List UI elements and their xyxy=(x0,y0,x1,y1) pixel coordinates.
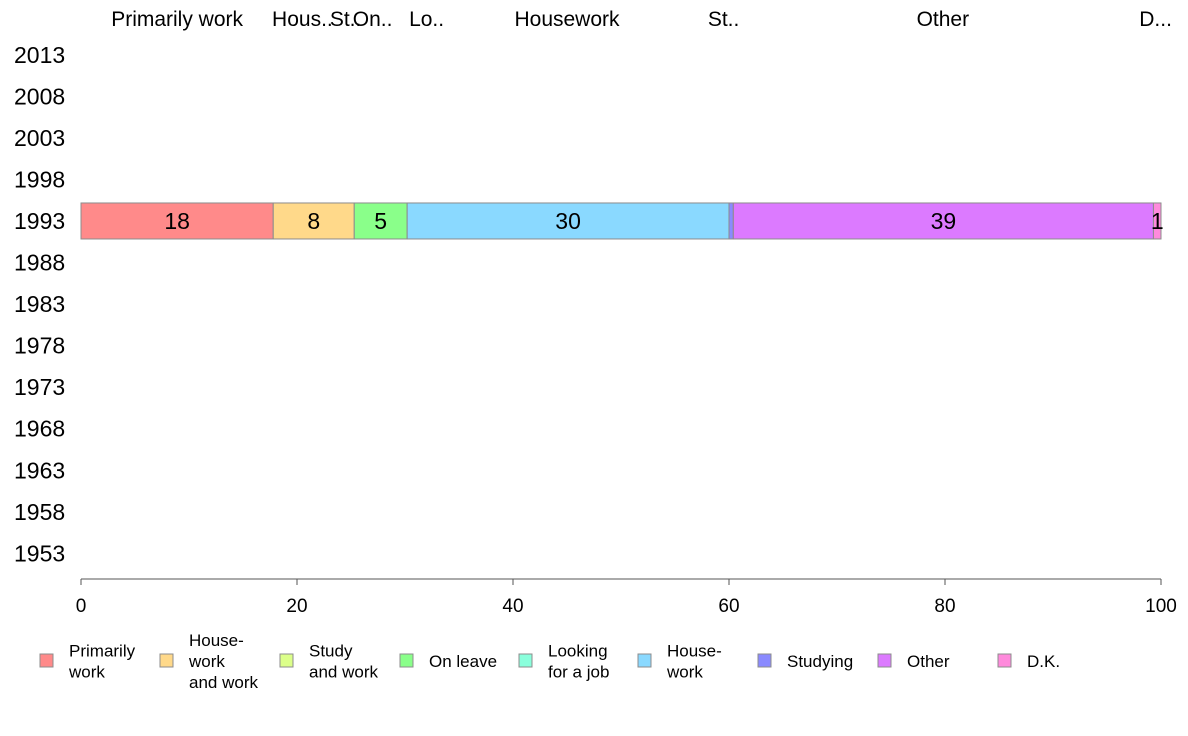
legend-label: and work xyxy=(189,673,258,692)
legend: Primarily work House-work and work Study and … xyxy=(39,631,1060,692)
legend-swatch xyxy=(279,653,294,668)
category-header-label: Other xyxy=(917,8,970,31)
bar-value-label: 8 xyxy=(307,208,320,234)
legend-label: work xyxy=(68,663,105,682)
year-label: 1953 xyxy=(14,540,65,566)
year-label: 1978 xyxy=(14,333,65,359)
legend-swatch xyxy=(637,653,652,668)
category-header-label: On.. xyxy=(353,8,393,31)
bar-segment-dk xyxy=(1152,202,1162,240)
year-label: 1963 xyxy=(14,457,65,483)
year-axis-labels: 2013 2008 2003 1998 1993 1988 1983 1978 1973 1968… xyxy=(14,42,65,567)
category-header-label: Hous.. xyxy=(272,8,333,31)
legend-swatch xyxy=(39,653,54,668)
year-label: 1998 xyxy=(14,166,65,192)
category-header-label: Housework xyxy=(514,8,620,31)
legend-label: House- xyxy=(667,642,722,661)
legend-label: On leave xyxy=(429,652,497,671)
bar-segment-studying xyxy=(728,202,734,240)
x-axis: 0 20 40 60 80 100 xyxy=(76,578,1177,617)
legend-label: Looking xyxy=(548,642,608,661)
x-tick-label: 20 xyxy=(286,596,307,617)
year-label: 1983 xyxy=(14,291,65,317)
category-header-label: Primarily work xyxy=(111,8,243,31)
legend-swatch xyxy=(399,653,414,668)
bar-value-label: 39 xyxy=(931,208,957,234)
bars: 18 8 5 30 39 1 xyxy=(80,202,1164,240)
legend-swatch xyxy=(877,653,892,668)
legend-swatch xyxy=(757,653,772,668)
category-header-label: D... xyxy=(1139,8,1172,31)
bar-value-label: 18 xyxy=(164,208,190,234)
bar-value-label: 30 xyxy=(555,208,581,234)
bar-segment-other xyxy=(732,202,1154,240)
legend-label: Study xyxy=(309,642,353,661)
year-label: 2008 xyxy=(14,83,65,109)
legend-label: Primarily xyxy=(69,642,136,661)
legend-label: House- xyxy=(189,631,244,650)
legend-swatch xyxy=(159,653,174,668)
legend-label: D.K. xyxy=(1027,652,1060,671)
category-header-labels: Primarily work Hous..St..On.. Lo.. Housewor… xyxy=(111,8,1172,31)
x-tick-label: 100 xyxy=(1145,596,1177,617)
year-label: 1958 xyxy=(14,499,65,525)
x-tick-label: 60 xyxy=(718,596,739,617)
legend-swatch xyxy=(997,653,1012,668)
x-tick-label: 0 xyxy=(76,596,87,617)
x-tick-label: 40 xyxy=(502,596,523,617)
category-header-label: St.. xyxy=(708,8,740,31)
category-header-label: Lo.. xyxy=(409,8,444,31)
bar-value-label: 1 xyxy=(1151,208,1164,234)
year-label: 1968 xyxy=(14,416,65,442)
legend-swatch xyxy=(518,653,533,668)
bar-segment-housework_and_work xyxy=(272,202,355,240)
bar-value-label: 5 xyxy=(374,208,387,234)
legend-label: and work xyxy=(309,663,378,682)
year-label: 1973 xyxy=(14,374,65,400)
year-label: 1993 xyxy=(14,208,65,234)
year-label: 2003 xyxy=(14,125,65,151)
legend-label: work xyxy=(188,652,225,671)
legend-label: Studying xyxy=(787,652,853,671)
legend-label: for a job xyxy=(548,663,609,682)
legend-label: Other xyxy=(907,652,950,671)
legend-label: work xyxy=(666,663,703,682)
year-label: 1988 xyxy=(14,250,65,276)
year-label: 2013 xyxy=(14,42,65,68)
category-header-label: St.. xyxy=(330,8,362,31)
x-tick-label: 80 xyxy=(934,596,955,617)
